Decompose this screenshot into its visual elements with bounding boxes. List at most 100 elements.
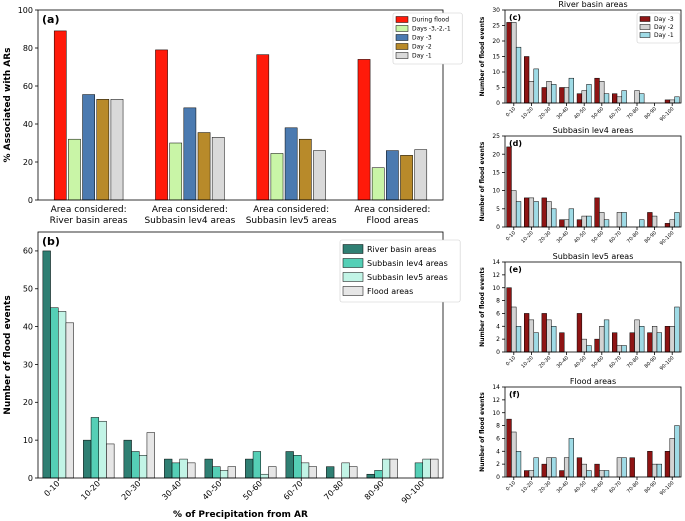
bar: [187, 462, 196, 479]
bar: [371, 167, 385, 201]
x-tick-label: 50-60: [591, 355, 606, 370]
legend-entry: During flood: [412, 17, 449, 24]
bar: [664, 99, 671, 104]
y-axis-label: Number of flood events: [479, 16, 486, 96]
bar: [669, 219, 675, 228]
x-tick-label: 90-100: [659, 106, 676, 123]
bar: [581, 215, 587, 228]
x-tick-label: River basin areas: [50, 216, 128, 226]
bar: [83, 439, 92, 479]
bar: [576, 219, 583, 228]
bar: [546, 457, 552, 478]
bar: [357, 59, 371, 201]
x-tick-label: 20-30: [538, 480, 553, 495]
x-tick-label: 20-30: [538, 106, 553, 121]
panel-d: 0 5 10 15 20 25 0-10 10-20 20-30 30-40 40-50 50-60 6…: [479, 126, 682, 247]
panel-label: (d): [509, 139, 522, 148]
x-tick-label: 70-80: [626, 480, 641, 495]
bar: [674, 96, 680, 104]
bar: [511, 306, 517, 353]
x-tick-label: 90-100: [659, 480, 676, 497]
y-tick-label: 5: [496, 85, 500, 92]
bar: [515, 451, 522, 478]
bar: [546, 201, 552, 228]
plot-frame: [37, 9, 444, 201]
x-tick-label: 40-50: [201, 479, 224, 502]
legend-entry: Day -3: [654, 16, 674, 23]
x-tick-label: 30-40: [160, 479, 183, 502]
bar: [106, 443, 115, 479]
x-tick-label: 80-90: [643, 355, 658, 370]
x-tick-label: 0-10: [505, 480, 517, 492]
x-tick-label: 10-20: [520, 230, 535, 245]
legend-entry: Flood areas: [367, 287, 413, 296]
bar: [82, 94, 95, 201]
x-tick-label: Subbasin lev4 areas: [144, 216, 235, 226]
x-tick-label: 50-60: [591, 106, 606, 121]
bar: [656, 332, 662, 353]
y-tick-label: 10: [492, 188, 500, 195]
legend-swatch: [395, 25, 409, 32]
bar: [594, 197, 600, 228]
bar: [551, 208, 557, 228]
panel-label: (e): [509, 265, 522, 274]
bar: [576, 457, 583, 478]
x-tick-label: 50-60: [241, 479, 264, 502]
bar: [270, 153, 284, 201]
bar: [559, 219, 565, 228]
bar: [616, 212, 623, 228]
bar: [50, 307, 59, 479]
bar: [568, 77, 574, 104]
y-tick-label: 4: [496, 448, 500, 455]
legend-swatch: [639, 16, 651, 22]
bar: [674, 212, 680, 228]
y-tick-label: 40: [23, 322, 33, 331]
bar: [53, 30, 67, 201]
bar: [430, 458, 439, 479]
bar: [634, 319, 640, 353]
bar: [515, 201, 522, 228]
chart-title: Subbasin lev4 areas: [553, 126, 634, 135]
bar: [139, 455, 148, 479]
bar: [179, 458, 188, 479]
bar: [524, 470, 530, 478]
x-tick-label: 40-50: [573, 106, 588, 121]
panel-b: 0 10 20 30 40 50 60 0-10 10-20 20-30 30-40 40-50 50-…: [3, 231, 461, 520]
panel-label: (c): [509, 13, 521, 22]
y-tick-label: 25: [492, 23, 500, 30]
bar: [220, 470, 229, 479]
bar: [599, 470, 605, 478]
bar: [293, 455, 302, 479]
y-tick-label: 60: [23, 247, 33, 256]
bar: [594, 338, 600, 353]
bar: [674, 425, 680, 478]
bar: [563, 457, 570, 478]
legend-entry: Day -1: [412, 53, 432, 60]
bar: [422, 458, 431, 479]
bar: [581, 90, 587, 104]
bar: [528, 470, 535, 478]
legend-entry: Day -3: [412, 35, 432, 42]
panel-c: 0 5 10 15 20 25 30 0-10 10-20 20-30 30-40 40-50 50-6…: [479, 0, 682, 123]
bar: [524, 56, 530, 104]
y-tick-label: 80: [23, 44, 33, 53]
x-tick-label: 60-70: [608, 355, 623, 370]
bar: [546, 319, 552, 353]
bar: [603, 319, 610, 353]
bar: [586, 84, 592, 104]
x-tick-label: 70-80: [322, 479, 345, 502]
bar: [581, 338, 587, 353]
bar: [301, 462, 310, 479]
bar: [551, 457, 557, 478]
panel-label: (b): [42, 235, 60, 248]
y-tick-label: 6: [496, 311, 500, 318]
bar: [639, 326, 645, 353]
bar: [581, 463, 587, 478]
bar: [621, 212, 627, 228]
x-tick-label: 90-100: [659, 355, 676, 372]
legend-box: [392, 12, 463, 65]
bar: [551, 84, 557, 104]
bar: [326, 466, 335, 479]
y-tick-label: 0: [496, 224, 500, 231]
